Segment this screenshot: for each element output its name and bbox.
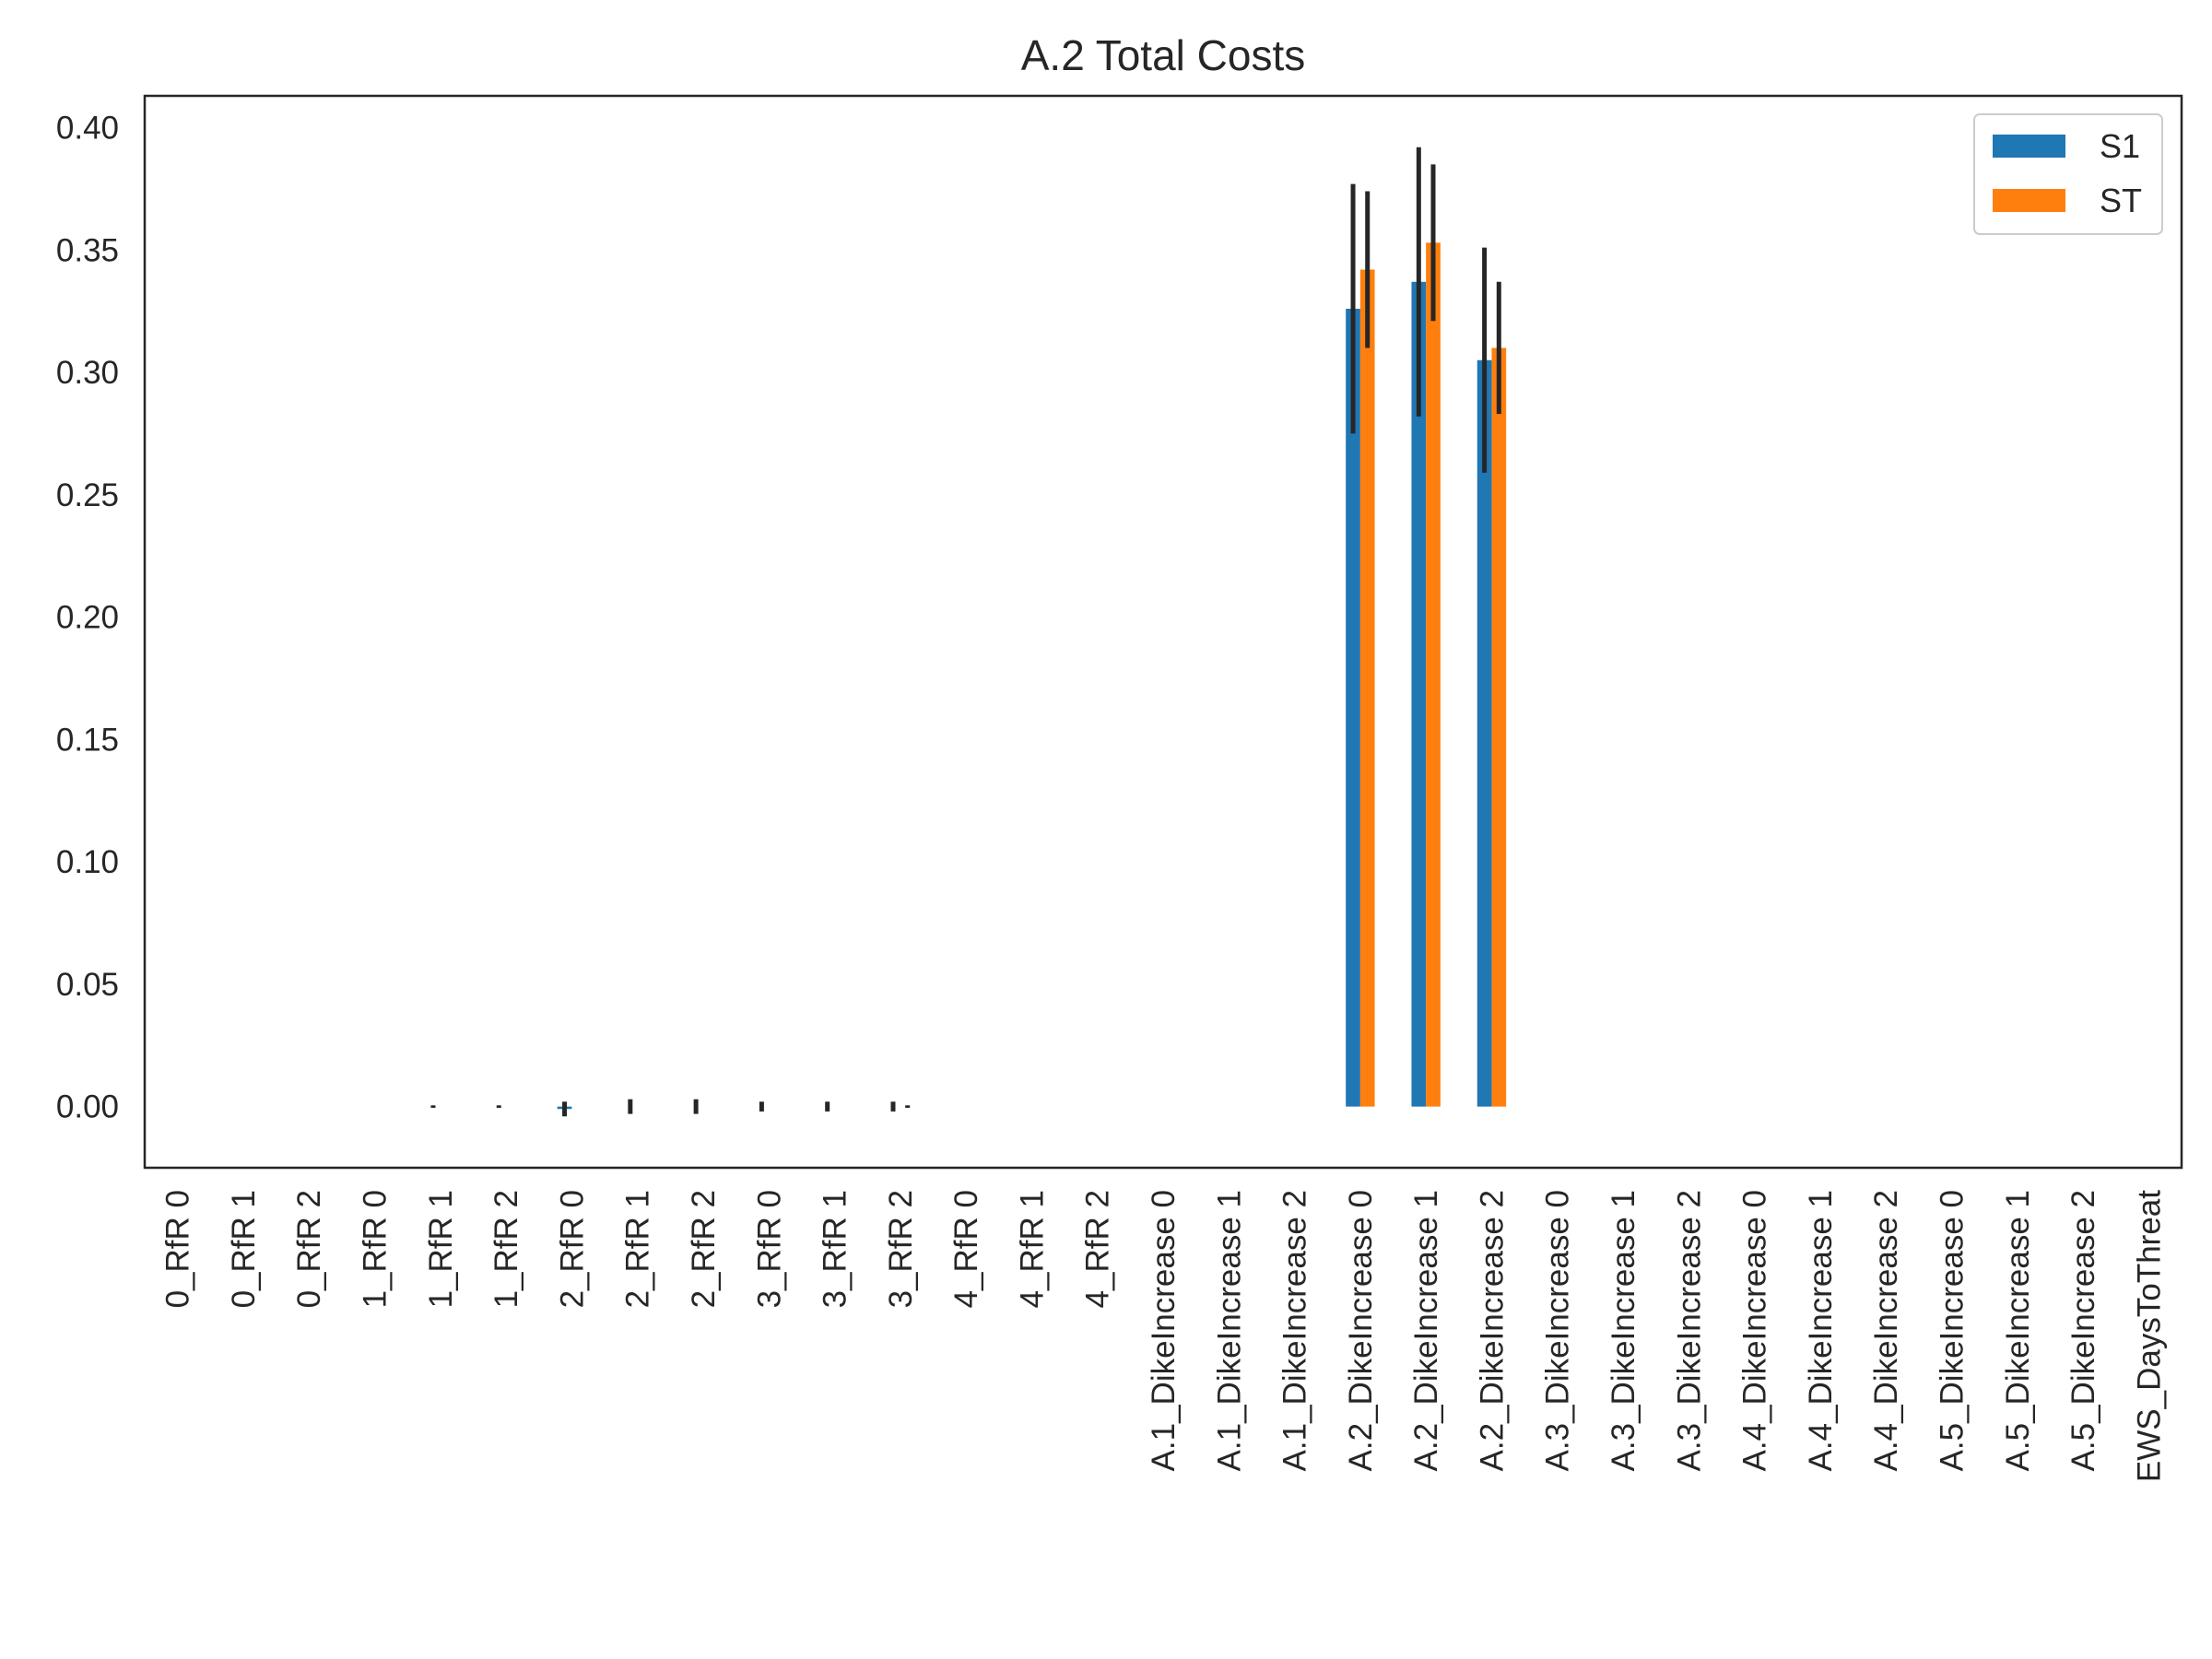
plot-area-frame — [143, 94, 2183, 1170]
bar-st-20 — [1491, 347, 1507, 1107]
x-tick-label: 2_RfR 2 — [686, 1190, 722, 1308]
x-tick-label: 4_RfR 2 — [1080, 1190, 1116, 1308]
x-tick-label: A.2_DikeIncrease 2 — [1474, 1190, 1510, 1471]
x-tick-label: A.2_DikeIncrease 0 — [1343, 1190, 1379, 1471]
x-tick-label: A.3_DikeIncrease 2 — [1671, 1190, 1707, 1471]
legend-label-st: ST — [2100, 182, 2142, 219]
x-tick-label: 0_RfR 1 — [226, 1190, 262, 1308]
y-tick-label: 0.35 — [56, 232, 119, 268]
y-tick-label: 0.20 — [56, 600, 119, 636]
bar-s1-19 — [1411, 281, 1427, 1107]
legend: S1 ST — [1973, 113, 2163, 235]
legend-label-s1: S1 — [2100, 127, 2140, 165]
y-tick-label: 0.40 — [56, 111, 119, 147]
x-tick-label: A.2_DikeIncrease 1 — [1408, 1190, 1444, 1471]
error-bars-group — [430, 147, 1501, 1117]
x-tick-label: A.3_DikeIncrease 1 — [1606, 1190, 1641, 1471]
y-tick-label: 0.30 — [56, 355, 119, 391]
x-tick-label: A.3_DikeIncrease 0 — [1540, 1190, 1576, 1471]
x-tick-label: 3_RfR 0 — [751, 1190, 787, 1308]
x-tick-label: 2_RfR 0 — [554, 1190, 590, 1308]
x-tick-label: 0_RfR 2 — [291, 1190, 327, 1308]
x-tick-label: A.4_DikeIncrease 2 — [1868, 1190, 1904, 1471]
bar-st-18 — [1359, 269, 1375, 1107]
x-axis: 0_RfR 0 0_RfR 1 0_RfR 2 1_RfR 0 1_RfR 1 1_RfR… — [160, 1190, 2168, 1482]
x-tick-label: A.1_DikeIncrease 1 — [1211, 1190, 1247, 1471]
bar-s1-18 — [1346, 309, 1360, 1107]
x-tick-label: 2_RfR 1 — [620, 1190, 656, 1308]
bar-st-19 — [1426, 242, 1441, 1107]
x-tick-label: A.1_DikeIncrease 2 — [1277, 1190, 1313, 1471]
x-tick-label: 1_RfR 2 — [488, 1190, 524, 1308]
y-tick-label: 0.15 — [56, 722, 119, 758]
x-tick-label: A.4_DikeIncrease 0 — [1737, 1190, 1773, 1471]
y-tick-label: 0.05 — [56, 967, 119, 1003]
legend-swatch-st — [1993, 189, 2065, 212]
x-tick-label: A.4_DikeIncrease 1 — [1803, 1190, 1839, 1471]
x-tick-label: 1_RfR 1 — [423, 1190, 459, 1308]
x-tick-label: 1_RfR 0 — [358, 1190, 394, 1308]
x-tick-label: EWS_DaysToThreat — [2131, 1190, 2167, 1482]
x-tick-label: 0_RfR 0 — [160, 1190, 196, 1308]
legend-swatch-s1 — [1993, 135, 2065, 158]
x-tick-label: A.5_DikeIncrease 2 — [2065, 1190, 2101, 1471]
x-tick-label: A.5_DikeIncrease 0 — [1934, 1190, 1970, 1471]
y-tick-label: 0.25 — [56, 477, 119, 513]
y-tick-label: 0.10 — [56, 844, 119, 880]
bar-s1-20 — [1477, 359, 1492, 1107]
x-tick-label: 4_RfR 1 — [1014, 1190, 1050, 1308]
chart-title: A.2 Total Costs — [1021, 31, 1306, 79]
x-tick-label: 4_RfR 0 — [948, 1190, 984, 1308]
x-tick-label: 3_RfR 2 — [883, 1190, 919, 1308]
bars-group — [557, 242, 1507, 1110]
x-tick-label: A.1_DikeIncrease 0 — [1146, 1190, 1182, 1471]
y-tick-label: 0.00 — [56, 1089, 119, 1125]
x-tick-label: 3_RfR 1 — [818, 1190, 853, 1308]
x-tick-label: A.5_DikeIncrease 1 — [2000, 1190, 2036, 1471]
y-axis: 0.00 0.05 0.10 0.15 0.20 0.25 0.30 0.35 0.40 — [56, 111, 119, 1125]
